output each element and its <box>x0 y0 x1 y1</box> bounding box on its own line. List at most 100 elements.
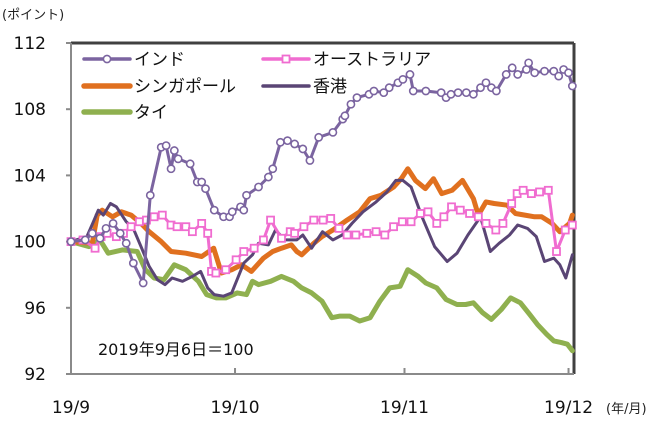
data-point <box>80 235 90 245</box>
data-point <box>254 182 263 192</box>
legend-marker <box>102 54 112 64</box>
series-4 <box>68 237 575 354</box>
data-point <box>481 218 491 228</box>
data-point <box>161 141 171 151</box>
data-point <box>423 207 433 217</box>
data-point <box>242 190 251 200</box>
legend-label: シンガポール <box>134 77 236 97</box>
data-point <box>352 93 362 103</box>
data-point <box>87 228 97 238</box>
data-point <box>128 258 138 268</box>
data-point <box>239 247 249 256</box>
data-point <box>543 185 553 195</box>
legend-label: インド <box>134 50 185 70</box>
x-axis-unit-label: (年/月) <box>606 402 647 417</box>
series-0 <box>66 58 577 288</box>
data-point <box>314 132 324 142</box>
data-point <box>446 89 456 99</box>
data-point <box>389 222 398 232</box>
data-point <box>298 144 308 154</box>
legend-item: 香港 <box>261 77 347 97</box>
data-point <box>185 159 195 169</box>
data-point <box>203 228 213 238</box>
data-point <box>524 58 534 68</box>
y-axis: 92 96 100 104 108 112 <box>14 34 71 385</box>
data-point <box>181 222 191 232</box>
data-point <box>172 222 182 232</box>
data-point <box>473 212 483 222</box>
series-1 <box>66 185 577 278</box>
data-point <box>268 164 278 174</box>
legend-label: オーストラリア <box>313 50 431 70</box>
y-axis-unit-label: (ポイント) <box>2 8 64 23</box>
data-point <box>263 172 273 182</box>
data-point <box>95 233 105 243</box>
data-point <box>121 238 131 248</box>
legend-item: タイ <box>81 103 168 123</box>
data-point <box>491 86 501 96</box>
data-point <box>318 215 328 225</box>
data-point <box>239 205 249 215</box>
data-point <box>328 127 338 137</box>
data-point <box>535 187 544 197</box>
data-point <box>453 88 463 98</box>
data-point <box>197 218 207 228</box>
y-tick-label: 92 <box>24 365 46 385</box>
data-point <box>201 184 210 194</box>
data-point <box>126 222 136 232</box>
data-point <box>398 75 408 84</box>
series-line <box>68 166 575 276</box>
data-point <box>408 86 418 96</box>
data-point <box>334 223 344 233</box>
data-point <box>101 223 111 233</box>
x-tick-label: 19/10 <box>211 398 260 418</box>
data-point <box>455 205 465 215</box>
data-point <box>465 209 474 218</box>
legend-item: オーストラリア <box>261 50 431 70</box>
data-point <box>567 220 577 230</box>
data-point <box>461 88 471 98</box>
data-point <box>567 81 577 91</box>
legend-label: 香港 <box>313 77 347 97</box>
data-point <box>290 228 300 238</box>
data-point <box>447 202 456 212</box>
data-point <box>564 68 573 78</box>
data-point <box>305 156 315 165</box>
data-point <box>468 89 478 99</box>
data-point <box>309 215 319 225</box>
legend-label: タイ <box>134 103 168 123</box>
data-point <box>421 86 431 96</box>
data-point <box>476 83 485 93</box>
data-point <box>481 78 491 88</box>
data-point <box>276 137 285 147</box>
data-point <box>397 217 407 227</box>
plot-frame <box>70 41 576 375</box>
data-point <box>491 225 501 235</box>
data-point <box>346 99 356 109</box>
y-tick-label: 108 <box>14 100 46 120</box>
data-point <box>549 66 559 76</box>
data-point <box>249 243 259 253</box>
data-point <box>145 190 155 200</box>
y-tick-label: 112 <box>14 34 46 54</box>
data-point <box>342 230 352 240</box>
data-point <box>351 230 361 240</box>
data-point <box>507 199 517 208</box>
x-axis: 19/9 19/10 19/11 19/12 <box>52 368 593 418</box>
data-point <box>90 243 100 253</box>
data-point <box>379 88 389 98</box>
data-point <box>299 222 309 232</box>
base-date-annotation: 2019年9月6日＝100 <box>98 340 254 359</box>
data-point <box>266 215 275 225</box>
data-point <box>552 247 561 256</box>
data-point <box>371 227 381 237</box>
data-point <box>187 227 197 237</box>
data-point <box>540 66 549 76</box>
data-point <box>340 111 350 121</box>
data-point <box>173 154 183 164</box>
data-point <box>326 214 336 223</box>
data-point <box>439 212 449 222</box>
series-line <box>69 178 574 298</box>
